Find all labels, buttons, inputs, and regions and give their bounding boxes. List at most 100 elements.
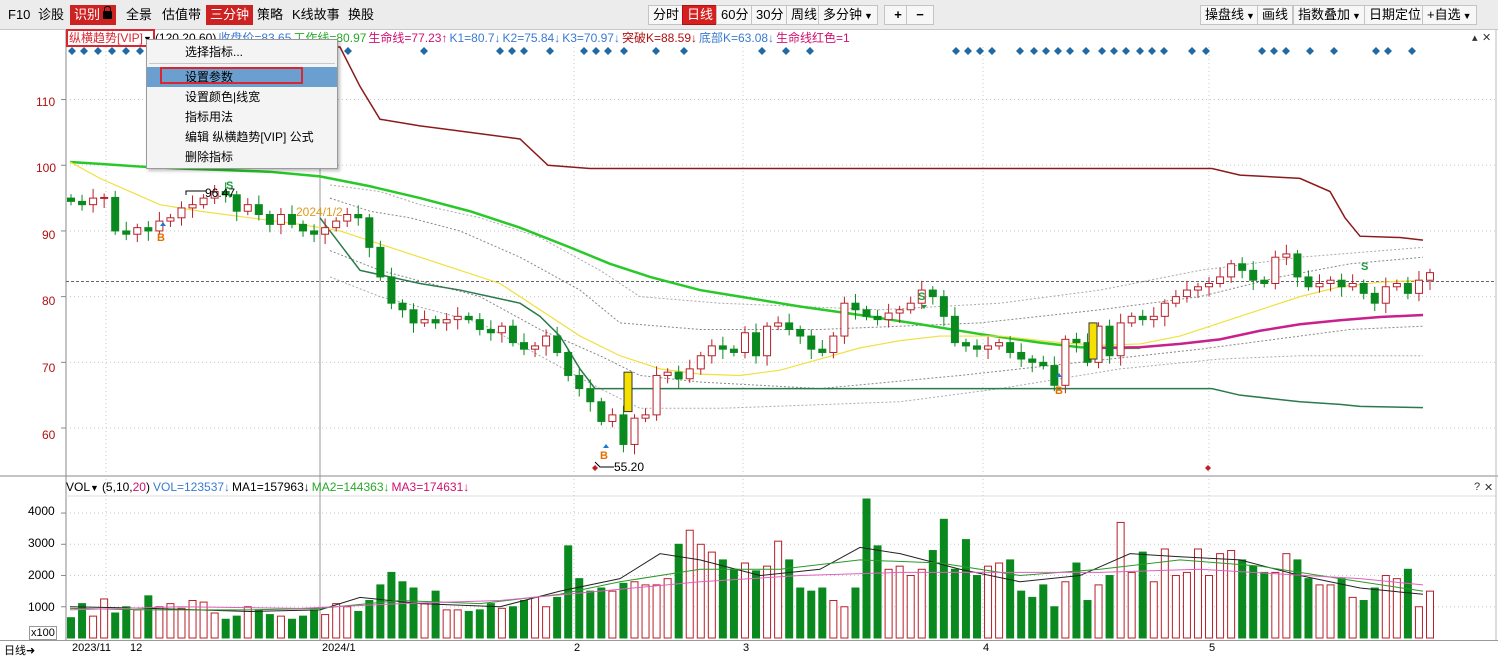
menu-item-set-color-width[interactable]: 设置颜色|线宽: [185, 90, 261, 104]
volume-bar: [431, 590, 440, 639]
breakout-k-line: [290, 46, 1424, 241]
candle-body: [453, 315, 462, 321]
help-icon[interactable]: ?: [1474, 481, 1481, 493]
candle-body: [1249, 269, 1258, 281]
candles-layer: [67, 182, 1434, 455]
candle-body: [608, 414, 617, 422]
volume-bar: [1094, 584, 1103, 639]
price-axis-label-90: 90: [42, 228, 56, 242]
period-label[interactable]: 日线➜: [4, 645, 36, 657]
candle-body: [144, 227, 153, 232]
strategy-button[interactable]: 策略: [257, 7, 284, 22]
tab-30min[interactable]: 30分: [751, 5, 789, 25]
indicator-name[interactable]: 纵横趋势[VIP]▼: [66, 29, 155, 47]
volume-bar: [1160, 548, 1169, 639]
candle-body: [586, 388, 595, 403]
volume-bar: [950, 568, 959, 639]
signal-diamond-icon: [1330, 47, 1338, 55]
life-line-value: 生命线=77.23↑: [368, 31, 448, 45]
close-icon[interactable]: ✕: [1482, 32, 1492, 44]
volume-bar: [299, 615, 308, 639]
menu-item-select-indicator[interactable]: 选择指标...: [185, 45, 244, 59]
valuation-band-button[interactable]: 估值带: [162, 7, 202, 22]
candle-body: [1061, 338, 1070, 386]
switch-stock-button[interactable]: 换股: [348, 7, 375, 22]
candle-body: [939, 296, 948, 317]
candle-body: [1293, 253, 1302, 278]
ma2-value: MA2=144363↓: [311, 480, 390, 494]
k-line-story-button[interactable]: K线故事: [292, 7, 340, 22]
close-icon[interactable]: ✕: [1484, 482, 1494, 494]
tab-multi-minute[interactable]: 多分钟 ▼: [818, 5, 878, 25]
volume-bar: [497, 607, 506, 639]
menu-item-indicator-usage[interactable]: 指标用法: [185, 110, 234, 124]
life-line-red-value: 生命线红色=1: [776, 31, 850, 45]
top-toolbar: F10 诊股 识别 全景 估值带 三分钟 策略 K线故事 换股 分时 日线 60…: [0, 0, 1498, 30]
candle-body: [475, 319, 484, 330]
signal-diamond-icon: [108, 47, 116, 55]
volume-ma1-line: [69, 546, 1424, 612]
indicator-context-menu: 选择指标... 设置参数 设置颜色|线宽 指标用法 编辑 纵横趋势[VIP] 公…: [146, 39, 338, 169]
date-marker-label: 2024/1/2: [296, 205, 343, 219]
signal-diamond-icon: [1016, 47, 1024, 55]
volume-bar: [630, 581, 639, 639]
candle-body: [1238, 263, 1247, 271]
date-label: 5: [1209, 642, 1216, 654]
signal-diamond-icon: [1282, 47, 1290, 55]
candle-body: [553, 335, 562, 353]
signal-diamond-icon: [496, 47, 504, 55]
f10-button[interactable]: F10: [8, 7, 31, 22]
candle-body: [287, 214, 296, 225]
menu-item-edit-formula[interactable]: 编辑 纵横趋势[VIP] 公式: [185, 130, 314, 144]
highlight-candle: [1088, 322, 1098, 360]
volume-bar: [807, 590, 816, 639]
chevron-down-icon[interactable]: ▼: [90, 483, 99, 493]
panorama-button[interactable]: 全景: [126, 7, 153, 22]
volume-bar: [873, 545, 882, 639]
volume-bar: [188, 600, 197, 639]
candle-body: [1182, 289, 1191, 298]
signal-diamond-icon: [1258, 47, 1266, 55]
add-watchlist-dropdown[interactable]: +自选 ▼: [1422, 5, 1477, 25]
identify-button[interactable]: 识别: [70, 5, 117, 25]
volume-indicator-name[interactable]: VOL▼: [66, 480, 99, 494]
three-minute-button[interactable]: 三分钟: [206, 5, 254, 25]
candle-body: [995, 342, 1004, 347]
candle-body: [575, 374, 584, 390]
volume-bar: [1017, 590, 1026, 639]
candle-body: [1138, 315, 1147, 321]
volume-axis-label-3000: 3000: [28, 536, 55, 550]
price-axis-label-110: 110: [36, 95, 56, 109]
volume-bar: [1138, 551, 1147, 639]
candle-body: [707, 345, 716, 357]
volume-bar: [774, 540, 783, 639]
diagnose-stock-button[interactable]: 诊股: [38, 7, 65, 22]
date-locate-button[interactable]: 日期定位: [1364, 5, 1427, 25]
draw-line-button[interactable]: 画线: [1257, 5, 1294, 25]
zoom-out-button[interactable]: −: [906, 5, 934, 25]
volume-bar: [254, 609, 263, 639]
signal-diamond-icon: [1082, 47, 1090, 55]
scroll-up-icon[interactable]: ▴: [1472, 32, 1478, 44]
candle-body: [155, 220, 164, 232]
candle-body: [1282, 253, 1291, 258]
volume-bar: [100, 598, 109, 639]
tab-daily[interactable]: 日线: [682, 5, 719, 25]
candle-body: [729, 348, 738, 353]
volume-bar: [67, 617, 75, 639]
volume-bar: [619, 582, 628, 639]
candle-body: [387, 276, 396, 304]
date-label: 12: [130, 642, 143, 654]
volume-bar: [586, 590, 595, 639]
index-overlay-dropdown[interactable]: 指数叠加 ▼: [1293, 5, 1366, 25]
lock-icon: [103, 6, 113, 19]
menu-item-delete-indicator[interactable]: 删除指标: [185, 150, 234, 164]
tab-weekly[interactable]: 周线: [786, 5, 823, 25]
tab-60min[interactable]: 60分: [716, 5, 754, 25]
volume-bar: [89, 615, 98, 639]
candle-body: [531, 345, 540, 350]
volume-bar: [1249, 565, 1258, 639]
volume-bars-layer: [67, 498, 1434, 639]
signal-diamond-icon: [1066, 47, 1074, 55]
tab-intraday[interactable]: 分时: [648, 5, 685, 25]
